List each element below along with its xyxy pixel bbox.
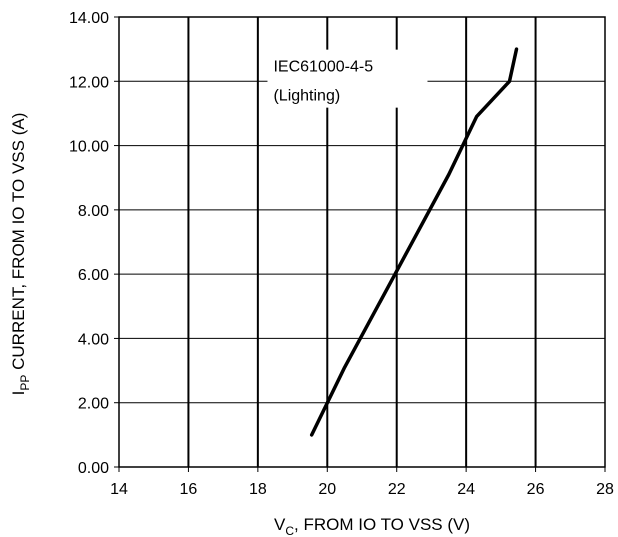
y-tick-labels: 0.00 2.00 4.00 6.00 8.00 10.00 12.00 14.00	[69, 10, 109, 477]
y-tick-label: 14.00	[69, 10, 109, 27]
y-tick-label: 12.00	[69, 74, 109, 91]
x-tick-label: 26	[527, 481, 545, 498]
x-axis-label-main: V	[274, 515, 286, 534]
y-axis-label-main: I	[9, 391, 28, 396]
x-tick-label: 14	[110, 481, 128, 498]
plot-frame	[118, 16, 606, 468]
x-axis-label-rest: , FROM IO TO VSS (V)	[294, 515, 470, 534]
series-line	[309, 47, 519, 437]
y-tick-label: 10.00	[69, 139, 109, 156]
x-tick-label: 28	[596, 481, 614, 498]
annotation-line-2: (Lighting)	[273, 88, 340, 105]
y-tick-label: 6.00	[78, 267, 109, 284]
y-axis-label-rest: CURRENT, FROM IO TO VSS (A)	[9, 113, 28, 375]
annotation-background	[267, 49, 428, 108]
x-tick-label: 18	[249, 481, 267, 498]
x-tick-label: 24	[457, 481, 475, 498]
y-tick-label: 2.00	[78, 396, 109, 413]
x-axis-label-subscript: C	[285, 524, 294, 537]
annotation: IEC61000-4-5 (Lighting)	[267, 49, 428, 108]
x-axis-label: VC, FROM IO TO VSS (V)	[274, 515, 470, 537]
y-tick-label: 8.00	[78, 203, 109, 220]
y-axis-label-subscript: PP	[18, 375, 32, 391]
y-axis-label: IPP CURRENT, FROM IO TO VSS (A)	[9, 113, 32, 396]
y-tick-label: 4.00	[78, 331, 109, 348]
x-tick-label: 22	[388, 481, 406, 498]
y-tick-label: 0.00	[78, 460, 109, 477]
x-tick-labels: 14 16 18 20 22 24 26 28	[110, 481, 614, 498]
series-group	[309, 47, 519, 437]
x-tick-label: 16	[180, 481, 198, 498]
x-tick-label: 20	[318, 481, 336, 498]
annotation-line-1: IEC61000-4-5	[273, 59, 373, 76]
